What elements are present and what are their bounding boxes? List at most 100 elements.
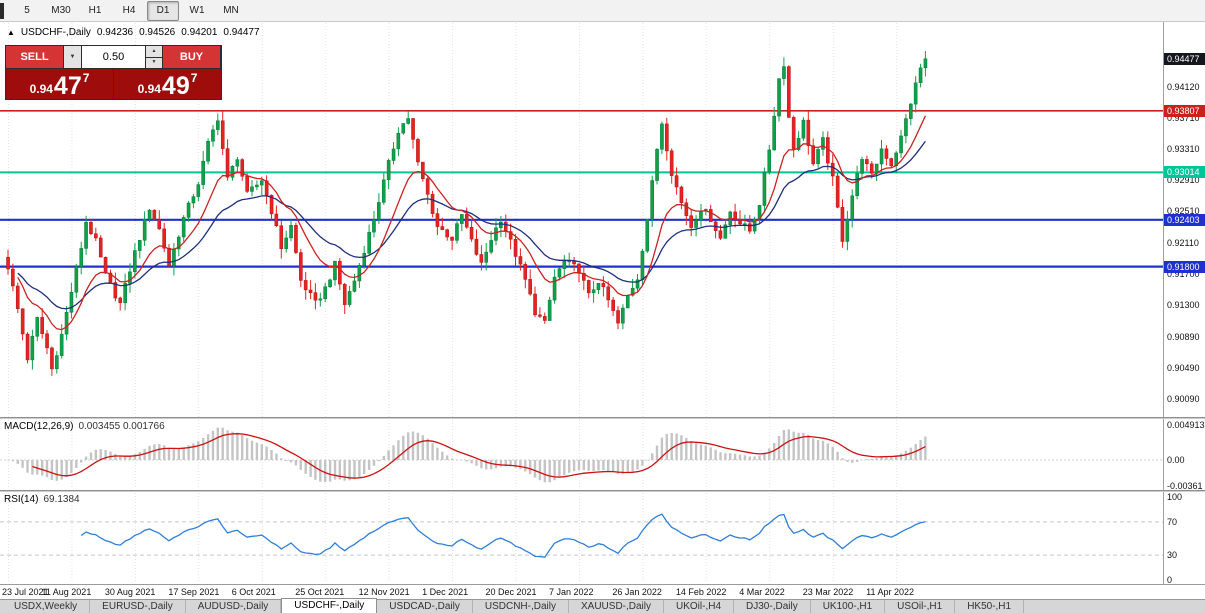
ema-fast-line [17, 115, 926, 331]
price-axis-label: 0.94120 [1167, 81, 1200, 92]
level-price-badge: 0.91800 [1164, 260, 1205, 273]
timeframe-button-h4[interactable]: H4 [122, 5, 136, 16]
candles [6, 51, 928, 376]
rsi-value: 69.1384 [43, 494, 80, 505]
buy-button[interactable]: BUY [163, 46, 220, 68]
level-price-badge: 0.93014 [1164, 166, 1205, 179]
date-label: 26 Jan 2022 [612, 587, 662, 597]
timeframe-button-m30[interactable]: M30 [51, 5, 71, 16]
ask-price-prefix: 0.94 [137, 82, 161, 96]
chart-tab-eurusd-daily[interactable]: EURUSD-,Daily [90, 600, 186, 613]
level-price-badge: 0.93807 [1164, 104, 1205, 117]
chart-tab-usdcnh-daily[interactable]: USDCNH-,Daily [472, 600, 569, 613]
lot-spinner: ▲ ▼ [146, 46, 162, 68]
chart-tab-usoil-h1[interactable]: USOil-,H1 [885, 600, 956, 613]
date-label: 30 Aug 2021 [104, 587, 156, 597]
macd-axis-label: 0.00 [1167, 455, 1185, 465]
date-label: 25 Oct 2021 [295, 587, 345, 597]
lot-size-input[interactable] [82, 46, 145, 68]
macd-histogram [6, 427, 927, 483]
time-axis[interactable]: 23 Jul 2021 11 Aug 2021 30 Aug 2021 17 Sep … [0, 584, 1205, 599]
chart-tab-usdchf-daily[interactable]: USDCHF-,Daily [281, 598, 378, 613]
panel-separator[interactable] [0, 417, 1205, 419]
timeframe-buttons: 5 M30 H1 H4 D1 W1 MN [10, 0, 248, 21]
date-label: 17 Sep 2021 [168, 587, 220, 597]
chart-tabs-bar: USDX,Weekly EURUSD-,Daily AUDUSD-,Daily USD… [0, 598, 1205, 613]
one-click-trading-panel: SELL ▼ ▲ ▼ BUY 0.94 47 7 0.94 49 7 [5, 45, 222, 100]
chart-symbol-label: USDCHF-,Daily [20, 27, 91, 38]
ask-price-big-digits: 49 [161, 71, 190, 100]
trade-prices-row: 0.94 47 7 0.94 49 7 [6, 69, 221, 99]
macd-signal-line [32, 433, 926, 479]
date-label: 7 Jan 2022 [548, 587, 594, 597]
macd-values: 0.003455 0.001766 [78, 421, 165, 432]
rsi-axis-label: 30 [1167, 550, 1178, 561]
price-axis-label: 0.92110 [1167, 237, 1199, 248]
ask-price-pip-digit: 7 [190, 71, 198, 85]
rsi-label: RSI(14) 69.1384 [4, 494, 80, 505]
price-axis-label: 0.90890 [1167, 332, 1200, 343]
rsi-line [80, 513, 926, 558]
clipped-toolbar-icon [0, 2, 4, 19]
chart-type-icon: ▲ [7, 27, 15, 37]
ask-price[interactable]: 0.94 49 7 [114, 69, 221, 99]
price-axis-label: 0.92510 [1167, 206, 1200, 217]
ohlc-low: 0.94201 [181, 27, 218, 38]
rsi-name: RSI(14) [4, 494, 39, 505]
rsi-axis-label: 70 [1167, 516, 1178, 527]
chart-ohlc-header: ▲ USDCHF-,Daily 0.94236 0.94526 0.94201 … [7, 27, 260, 38]
lot-decrease-button[interactable]: ▼ [146, 57, 162, 68]
bid-price-pip-digit: 7 [82, 71, 90, 85]
ohlc-high: 0.94526 [139, 27, 176, 38]
bid-price[interactable]: 0.94 47 7 [6, 69, 113, 99]
chart-tab-hk50-h1[interactable]: HK50-,H1 [955, 600, 1025, 613]
grid-lines [8, 23, 898, 583]
date-label: 11 Apr 2022 [866, 587, 915, 597]
price-axis-label: 0.90090 [1167, 394, 1200, 405]
price-axis-label: 0.90490 [1167, 363, 1200, 374]
price-axis-label: 0.93710 [1167, 113, 1200, 124]
timeframe-button-mn[interactable]: MN [223, 5, 239, 16]
ohlc-close: 0.94477 [223, 27, 260, 38]
macd-axis-label: 0.004913 [1167, 419, 1205, 430]
timeframe-button-h1[interactable]: H1 [88, 5, 102, 16]
ohlc-open: 0.94236 [96, 27, 134, 38]
rsi-axis-label: 100 [1167, 492, 1183, 502]
timeframe-toolbar: 5 M30 H1 H4 D1 W1 MN [0, 0, 1205, 22]
chart-tab-uk100-h1[interactable]: UK100-,H1 [810, 600, 886, 613]
price-chart[interactable] [0, 0, 1163, 584]
sell-button[interactable]: SELL [6, 46, 63, 68]
date-label: 4 Mar 2022 [739, 587, 785, 597]
macd-axis-label: -0.00361 [1167, 480, 1203, 491]
bid-price-prefix: 0.94 [29, 82, 53, 96]
lot-dropdown-button[interactable]: ▼ [64, 46, 81, 68]
timeframe-button-d1[interactable]: D1 [147, 0, 179, 21]
price-axis-label: 0.93310 [1167, 144, 1200, 155]
chart-tab-xauusd-daily[interactable]: XAUUSD-,Daily [568, 600, 664, 613]
macd-label: MACD(12,26,9) 0.003455 0.001766 [4, 421, 165, 432]
trade-controls-row: SELL ▼ ▲ ▼ BUY [6, 46, 221, 68]
bid-price-big-digits: 47 [53, 71, 82, 100]
macd-name: MACD(12,26,9) [4, 421, 74, 432]
date-label: 12 Nov 2021 [358, 587, 410, 597]
ema-slow-line [17, 140, 926, 310]
chart-tab-ukoil-h4[interactable]: UKOil-,H4 [664, 600, 735, 613]
date-label: 14 Feb 2022 [675, 587, 727, 597]
panel-separator[interactable] [0, 490, 1205, 492]
timeframe-button-w1[interactable]: W1 [189, 5, 205, 16]
date-label: 23 Mar 2022 [802, 587, 854, 597]
chart-tab-dj30-daily[interactable]: DJ30-,Daily [734, 600, 811, 613]
date-label: 11 Aug 2021 [41, 587, 92, 597]
chart-tab-usdx-weekly[interactable]: USDX,Weekly [2, 600, 91, 613]
level-lines [0, 110, 1163, 268]
date-label: 1 Dec 2021 [422, 587, 469, 597]
chart-tab-usdcad-daily[interactable]: USDCAD-,Daily [377, 600, 473, 613]
current-price-badge: 0.94477 [1164, 52, 1205, 65]
timeframe-button-5[interactable]: 5 [24, 5, 30, 16]
price-axis[interactable]: 0.94120 0.93710 0.93310 0.92910 0.92510 0.921… [1163, 22, 1205, 585]
lot-increase-button[interactable]: ▲ [146, 46, 162, 57]
chart-tab-audusd-daily[interactable]: AUDUSD-,Daily [185, 600, 282, 613]
date-label: 20 Dec 2021 [485, 587, 537, 597]
price-axis-label: 0.92910 [1167, 175, 1200, 186]
price-axis-label: 0.91700 [1167, 269, 1200, 280]
